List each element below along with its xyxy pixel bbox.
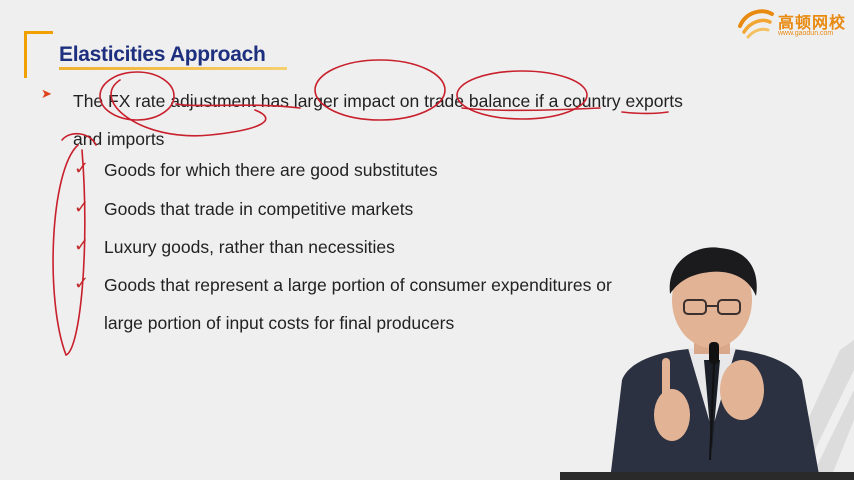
checkmark-icon: ✓: [74, 273, 90, 293]
list-item-text: Goods for which there are good substitut…: [104, 160, 438, 180]
checkmark-icon: ✓: [74, 197, 90, 217]
title-bracket-decoration: [24, 31, 53, 78]
gaodun-logo-icon: [738, 9, 774, 39]
checkmark-icon: ✓: [74, 235, 90, 255]
logo-url: www.gaodun.com: [778, 30, 834, 37]
logo-name: 高顿网校: [778, 13, 847, 32]
title-underline: [59, 67, 287, 70]
slide-title: Elasticities Approach: [59, 43, 266, 66]
list-item-text: Goods that represent a large portion of …: [104, 275, 612, 295]
list-item-text: Luxury goods, rather than necessities: [104, 237, 395, 257]
checkmark-icon: ✓: [74, 158, 90, 178]
arrow-bullet-icon: ➤: [41, 86, 52, 101]
presenter-desk: [560, 472, 854, 480]
gaodun-logo: 高顿网校 www.gaodun.com: [736, 4, 848, 42]
presenter-video: [610, 247, 820, 480]
list-item-text: Goods that trade in competitive markets: [104, 199, 414, 219]
intro-statement: The FX rate adjustment has larger impact…: [73, 91, 683, 149]
list-item-continuation: large portion of input costs for final p…: [104, 313, 455, 333]
